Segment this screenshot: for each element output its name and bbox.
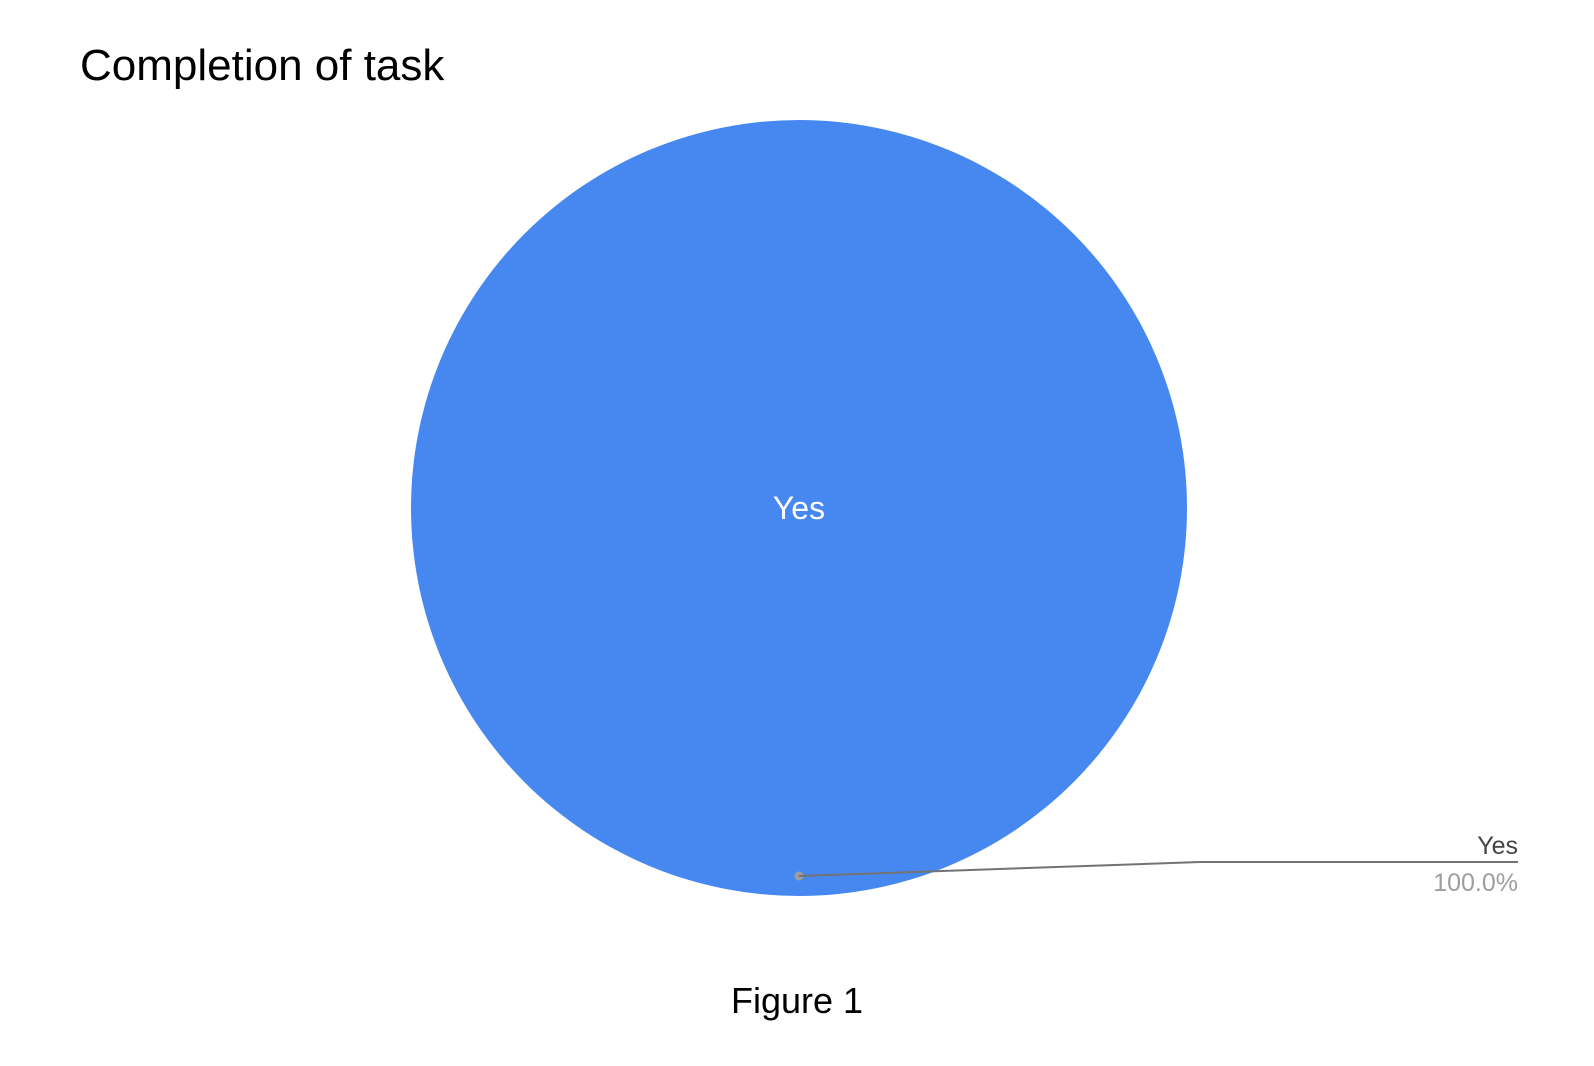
chart-title: Completion of task [80, 41, 445, 90]
pie-slice-yes [411, 120, 1187, 896]
callout-slice-name: Yes [1477, 832, 1518, 860]
slice-label: Yes [773, 490, 825, 526]
pie-slices [411, 120, 1187, 896]
callout-line [798, 861, 1518, 877]
slice-labels: Yes [773, 490, 825, 526]
callout: Yes 100.0% [794, 832, 1518, 897]
callout-slice-percent: 100.0% [1433, 869, 1518, 897]
figure-caption: Figure 1 [730, 980, 864, 1021]
